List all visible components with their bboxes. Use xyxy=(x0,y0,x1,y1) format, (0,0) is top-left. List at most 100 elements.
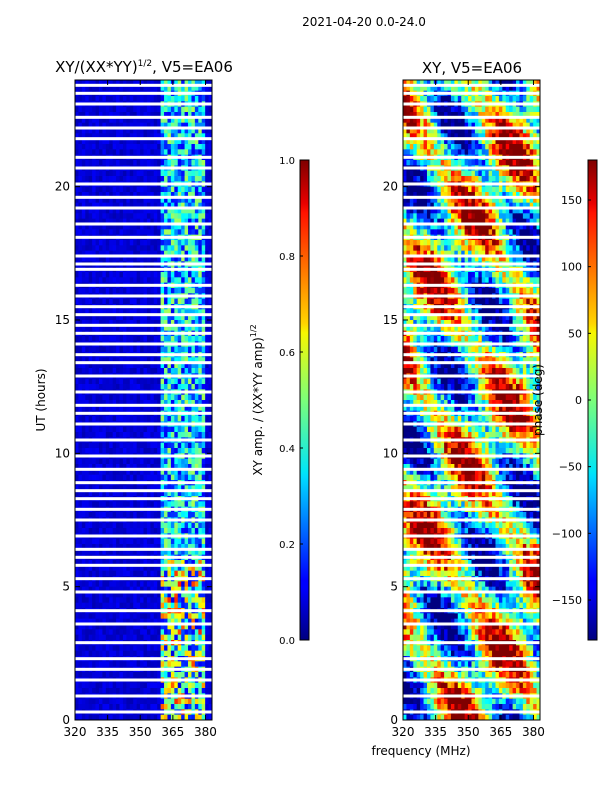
heatmap-cell xyxy=(143,85,148,92)
heatmap-cell xyxy=(177,357,182,364)
heatmap-cell xyxy=(109,106,114,113)
heatmap-cell xyxy=(164,688,168,694)
heatmap-cell xyxy=(157,160,162,166)
heatmap-cell xyxy=(136,405,141,412)
heatmap-cell xyxy=(191,618,196,625)
heatmap-cell xyxy=(184,544,189,550)
heatmap-cell xyxy=(81,298,86,305)
heatmap-cell xyxy=(533,80,537,86)
heatmap-cell xyxy=(140,325,144,332)
heatmap-cell xyxy=(205,469,209,476)
heatmap-cell xyxy=(92,346,96,353)
heatmap-cell xyxy=(109,458,114,465)
heatmap-cell xyxy=(150,650,155,657)
heatmap-cell xyxy=(208,501,213,508)
heatmap-cell xyxy=(157,208,162,214)
heatmap-cell xyxy=(95,144,100,150)
heatmap-cell xyxy=(119,448,124,454)
heatmap-cell xyxy=(78,688,83,694)
heatmap-cell xyxy=(75,570,79,577)
heatmap-cell xyxy=(88,405,93,412)
heatmap-cell xyxy=(174,362,179,369)
heatmap-cell xyxy=(174,544,179,550)
heatmap-cell xyxy=(136,314,141,321)
heatmap-cell xyxy=(188,458,192,465)
heatmap-cell xyxy=(78,336,83,342)
heatmap-cell xyxy=(205,405,209,412)
heatmap-cell xyxy=(150,522,155,529)
heatmap-cell xyxy=(122,208,127,214)
heatmap-cell xyxy=(116,528,120,534)
heatmap-cell xyxy=(122,144,127,150)
heatmap-cell xyxy=(122,229,127,236)
heatmap-cell xyxy=(116,426,120,433)
heatmap-cell xyxy=(143,672,148,678)
heatmap-cell xyxy=(112,378,117,385)
heatmap-cell xyxy=(133,122,138,129)
heatmap-cell xyxy=(102,128,107,134)
heatmap-cell xyxy=(198,96,203,102)
heatmap-cell xyxy=(174,704,179,710)
heatmap-cell xyxy=(184,298,189,305)
heatmap-cell xyxy=(81,538,86,545)
heatmap-cell xyxy=(78,314,83,321)
heatmap-cell xyxy=(153,378,158,385)
heatmap-cell xyxy=(109,170,114,177)
heatmap-cell xyxy=(143,96,148,102)
heatmap-cell xyxy=(157,106,162,113)
heatmap-cell xyxy=(150,602,155,609)
heatmap-cell xyxy=(122,368,127,374)
heatmap-cell xyxy=(181,96,185,102)
heatmap-cell xyxy=(126,202,131,209)
heatmap-cell xyxy=(177,378,182,385)
heatmap-cell xyxy=(119,112,124,118)
heatmap-cell xyxy=(136,362,141,369)
heatmap-cell xyxy=(201,277,206,284)
heatmap-cell xyxy=(167,325,172,332)
heatmap-cell xyxy=(136,186,141,193)
heatmap-cell xyxy=(85,229,90,236)
heatmap-cell xyxy=(201,661,206,668)
heatmap-cell xyxy=(102,544,107,550)
heatmap-cell xyxy=(164,96,168,102)
heatmap-cell xyxy=(191,570,196,577)
heatmap-cell xyxy=(164,277,168,284)
heatmap-cell xyxy=(205,96,209,102)
heatmap-cell xyxy=(122,581,127,588)
heatmap-cell xyxy=(205,80,209,86)
heatmap-cell xyxy=(136,309,141,316)
heatmap-cell xyxy=(143,250,148,257)
heatmap-cell xyxy=(109,634,114,641)
heatmap-cell xyxy=(85,714,90,721)
heatmap-cell xyxy=(133,634,138,641)
heatmap-cell xyxy=(140,277,144,284)
heatmap-cell xyxy=(150,426,155,433)
heatmap-cell xyxy=(105,336,110,342)
heatmap-cell xyxy=(112,618,117,625)
heatmap-cell xyxy=(136,202,141,209)
heatmap-cell xyxy=(146,250,151,257)
heatmap-cell xyxy=(75,602,79,609)
heatmap-cell xyxy=(109,218,114,225)
heatmap-cell xyxy=(88,240,93,246)
heatmap-cell xyxy=(157,288,162,294)
heatmap-cell xyxy=(119,672,124,678)
heatmap-cell xyxy=(126,650,131,657)
heatmap-cell xyxy=(140,426,144,433)
heatmap-cell xyxy=(143,368,148,374)
heatmap-cell xyxy=(423,80,428,86)
heatmap-cell xyxy=(174,288,179,294)
heatmap-cell xyxy=(126,117,131,124)
heatmap-cell xyxy=(167,714,172,721)
heatmap-cell xyxy=(205,362,209,369)
heatmap-cell xyxy=(98,346,103,353)
heatmap-cell xyxy=(102,384,107,390)
heatmap-cell xyxy=(208,336,213,342)
heatmap-cell xyxy=(119,394,124,401)
heatmap-cell xyxy=(116,288,120,294)
heatmap-cell xyxy=(85,250,90,257)
heatmap-cell xyxy=(188,218,192,225)
heatmap-cell xyxy=(109,592,114,598)
heatmap-cell xyxy=(201,197,206,204)
heatmap-cell xyxy=(184,538,189,545)
